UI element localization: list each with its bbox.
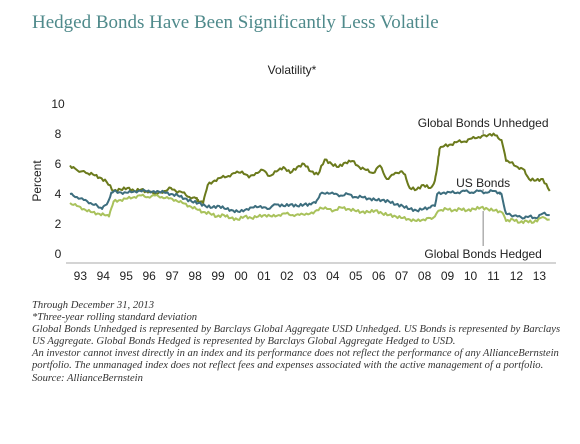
series-line bbox=[69, 193, 550, 225]
y-axis-label: Percent bbox=[30, 160, 44, 202]
x-tick-label: 95 bbox=[120, 269, 134, 283]
chart-subtitle: Volatility* bbox=[268, 63, 317, 77]
footnote-disclaimer: An investor cannot invest directly in an… bbox=[32, 348, 559, 372]
series-lines bbox=[69, 132, 551, 225]
annotation-label: US Bonds bbox=[456, 176, 510, 190]
x-tick-label: 12 bbox=[510, 269, 524, 283]
x-tick-label: 03 bbox=[303, 269, 317, 283]
annotation-label-background bbox=[422, 246, 544, 262]
annotation-label: Global Bonds Unhedged bbox=[418, 116, 549, 130]
footnotes: Through December 31, 2013 *Three-year ro… bbox=[32, 300, 572, 385]
x-tick-label: 00 bbox=[234, 269, 248, 283]
x-tick-label: 06 bbox=[372, 269, 386, 283]
y-tick-label: 4 bbox=[55, 187, 62, 201]
x-tick-label: 05 bbox=[349, 269, 363, 283]
x-tick-label: 11 bbox=[487, 269, 500, 283]
footnote-definition: *Three-year rolling standard deviation bbox=[32, 312, 198, 324]
footnote-date: Through December 31, 2013 bbox=[32, 300, 155, 311]
x-tick-label: 10 bbox=[464, 269, 478, 283]
x-tick-label: 99 bbox=[211, 269, 225, 283]
y-tick-label: 10 bbox=[51, 97, 65, 111]
x-tick-label: 04 bbox=[326, 269, 340, 283]
x-tick-label: 01 bbox=[257, 269, 271, 283]
series-line bbox=[69, 188, 550, 220]
x-tick-label: 07 bbox=[395, 269, 409, 283]
x-axis-ticks: 93 94 95 96 97 98 99 00 01 02 03 04 05 06 07 08 09 10 11 12… bbox=[74, 269, 547, 283]
x-tick-label: 13 bbox=[533, 269, 547, 283]
x-tick-label: 97 bbox=[165, 269, 179, 283]
series-annotations: Global Bonds Unhedged US Bonds Global Bond… bbox=[418, 116, 549, 262]
x-tick-label: 94 bbox=[97, 269, 111, 283]
footnote-index-descriptions: Global Bonds Unhedged is represented by … bbox=[32, 324, 561, 348]
footnote-source: Source: AllianceBernstein bbox=[32, 372, 143, 384]
annotation-label: Global Bonds Hedged bbox=[424, 247, 541, 261]
y-tick-label: 6 bbox=[55, 157, 62, 171]
x-tick-label: 98 bbox=[188, 269, 202, 283]
x-tick-label: 96 bbox=[143, 269, 157, 283]
y-tick-label: 0 bbox=[55, 247, 62, 261]
x-tick-label: 09 bbox=[441, 269, 455, 283]
x-tick-label: 02 bbox=[280, 269, 294, 283]
series-line bbox=[69, 132, 551, 204]
x-tick-label: 08 bbox=[418, 269, 432, 283]
x-tick-label: 93 bbox=[74, 269, 88, 283]
y-axis-ticks: 0 2 4 6 8 10 bbox=[51, 97, 65, 261]
y-tick-label: 2 bbox=[55, 217, 62, 231]
y-tick-label: 8 bbox=[55, 127, 62, 141]
chart-title: Hedged Bonds Have Been Significantly Les… bbox=[32, 12, 439, 33]
